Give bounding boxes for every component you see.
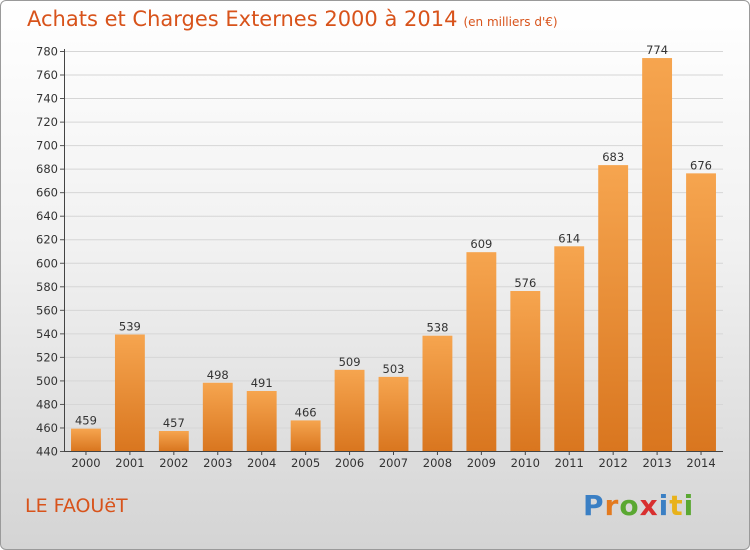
x-tick-label-2005: 2005: [291, 456, 320, 470]
bar-2010: [510, 291, 541, 451]
value-label-2013: 774: [646, 43, 668, 57]
y-tick-label: 600: [36, 256, 58, 270]
value-label-2009: 609: [470, 237, 492, 251]
bar-2012: [598, 165, 629, 451]
x-tick-label-2014: 2014: [686, 456, 715, 470]
bar-2007: [378, 376, 409, 451]
value-label-2014: 676: [690, 158, 712, 172]
x-tick-label-2002: 2002: [159, 456, 188, 470]
y-tick-label: 740: [36, 92, 58, 106]
value-label-2000: 459: [75, 414, 97, 428]
bar-2005: [290, 420, 321, 451]
y-tick-label: 540: [36, 327, 58, 341]
bar-2004: [246, 391, 277, 451]
place-name: LE FAOUëT: [25, 495, 128, 517]
y-tick-label: 480: [36, 397, 58, 411]
value-label-2008: 538: [426, 321, 448, 335]
value-label-2003: 498: [207, 368, 229, 382]
x-tick-label-2003: 2003: [203, 456, 232, 470]
logo-letter: P: [583, 489, 605, 522]
y-tick-label: 500: [36, 374, 58, 388]
value-label-2001: 539: [119, 320, 141, 334]
value-label-2004: 491: [251, 376, 273, 390]
x-tick-label-2011: 2011: [555, 456, 584, 470]
chart-title: Achats et Charges Externes 2000 à 2014 (e…: [27, 7, 558, 31]
y-tick-label: 560: [36, 303, 58, 317]
x-tick-label-2001: 2001: [115, 456, 144, 470]
bar-2009: [466, 252, 497, 451]
y-tick-label: 680: [36, 162, 58, 176]
x-tick-label-2008: 2008: [423, 456, 452, 470]
y-tick-label: 620: [36, 233, 58, 247]
axis-layer: 440 460 480 500 520 540 560 580 600 620 640 660 680 7…: [36, 45, 723, 470]
title-text: Achats et Charges Externes 2000 à 2014: [27, 7, 458, 31]
logo-letter: r: [604, 489, 620, 522]
y-tick-label: 440: [36, 445, 58, 459]
x-tick-label-2010: 2010: [511, 456, 540, 470]
bar-2006: [334, 369, 365, 451]
bar-2002: [158, 431, 189, 451]
bar-2013: [642, 58, 673, 451]
y-tick-label: 760: [36, 68, 58, 82]
x-tick-label-2007: 2007: [379, 456, 408, 470]
y-tick-label: 700: [36, 139, 58, 153]
proxiti-logo: Proxiti: [583, 489, 694, 522]
value-label-2007: 503: [383, 362, 405, 376]
logo-letter: o: [619, 489, 640, 522]
x-tick-label-2013: 2013: [642, 456, 671, 470]
y-tick-label: 580: [36, 280, 58, 294]
value-label-2006: 509: [339, 355, 361, 369]
chart-subtitle: (en milliers d'€): [463, 15, 558, 29]
x-tick-label-2000: 2000: [71, 456, 100, 470]
bar-layer: 459 539 457 498 491 466 509 503 538 609 576 614 683 7…: [71, 43, 716, 451]
bar-2008: [422, 335, 453, 451]
bar-2003: [202, 382, 233, 451]
x-tick-label-2012: 2012: [599, 456, 628, 470]
bar-2014: [686, 173, 716, 451]
y-tick-label: 640: [36, 209, 58, 223]
bar-2011: [554, 246, 585, 451]
y-tick-label: 780: [36, 45, 58, 59]
y-tick-label: 460: [36, 421, 58, 435]
x-tick-label-2004: 2004: [247, 456, 276, 470]
logo-letter: i: [658, 489, 670, 522]
bar-2001: [114, 334, 145, 451]
logo-letter: t: [669, 489, 684, 522]
y-tick-label: 720: [36, 115, 58, 129]
logo-letter: i: [683, 489, 695, 522]
y-tick-label: 660: [36, 186, 58, 200]
value-label-2010: 576: [514, 276, 536, 290]
logo-letter: x: [639, 489, 659, 522]
x-tick-label-2009: 2009: [467, 456, 496, 470]
value-label-2002: 457: [163, 416, 185, 430]
y-tick-label: 520: [36, 350, 58, 364]
value-label-2005: 466: [295, 405, 317, 419]
value-label-2012: 683: [602, 150, 624, 164]
value-label-2011: 614: [558, 231, 580, 245]
bar-2000: [71, 428, 101, 451]
x-tick-label-2006: 2006: [335, 456, 364, 470]
